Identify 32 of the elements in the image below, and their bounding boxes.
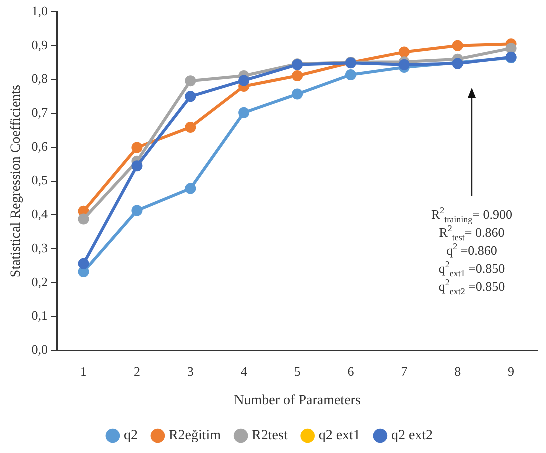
annotation: q$^{2}$$_{ext2}$ =0.850 xyxy=(438,278,506,297)
x-tick-label: 3 xyxy=(187,364,194,379)
y-tick-label: 0,3 xyxy=(32,240,48,256)
annotation: R$^{2}$$_{training}$= 0.900 xyxy=(431,206,513,225)
x-tick-label: 2 xyxy=(134,364,140,379)
y-tick-label: 0,7 xyxy=(32,105,49,120)
y-tick-label: 0,5 xyxy=(32,172,48,188)
x-tick-label: 8 xyxy=(454,364,462,379)
x-tick-label: 6 xyxy=(348,364,355,379)
y-tick-label: 0,6 xyxy=(32,138,49,154)
x-tick-label: 7 xyxy=(401,364,408,379)
y-tick-label: 0,9 xyxy=(32,37,48,52)
annotation: R$^{2}$$_{test}$= 0.860 xyxy=(438,224,506,243)
legend-label: R2eğitim xyxy=(168,428,222,444)
legend-label: q2 ext1 xyxy=(318,428,360,444)
x-tick-label: 5 xyxy=(294,364,301,379)
x-tick-label: 9 xyxy=(508,364,515,379)
y-tick-label: 0,0 xyxy=(32,342,48,358)
legend-label: q2 xyxy=(124,428,138,444)
y-tick-label: 0,4 xyxy=(32,206,49,222)
legend-label: R2test xyxy=(252,428,288,444)
legend-label: q2 ext2 xyxy=(391,428,434,444)
y-axis-title: Statistical Regression Coefficients xyxy=(9,84,24,278)
x-tick-label: 4 xyxy=(240,364,248,379)
annotation: q$^{2}$$_{ext1}$ =0.850 xyxy=(438,260,506,279)
x-tick-label: 1 xyxy=(80,364,88,379)
y-tick-label: 0,2 xyxy=(32,274,48,290)
x-axis-title: Number of Parameters xyxy=(234,393,361,408)
y-tick-label: 0,1 xyxy=(32,308,48,324)
y-tick-label: 1,0 xyxy=(32,3,48,18)
y-tick-label: 0,8 xyxy=(32,71,48,86)
annotation: q$^{2}$ =0.860 xyxy=(446,242,498,260)
